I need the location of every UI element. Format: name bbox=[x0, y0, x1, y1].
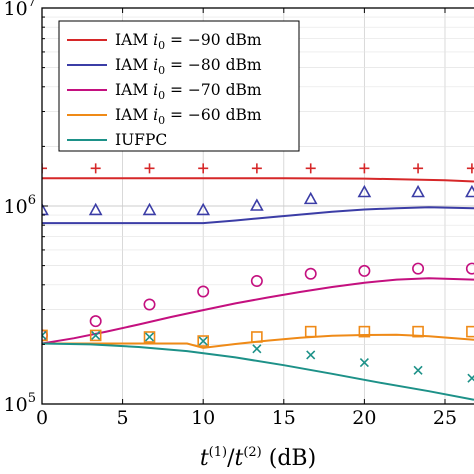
series-2-marker bbox=[250, 198, 264, 211]
legend-var: i bbox=[153, 31, 158, 49]
y-tick-label: 106 bbox=[4, 193, 36, 218]
series-4-marker bbox=[197, 335, 209, 347]
legend-entry-1: IAM i0 = −90 dBm bbox=[115, 31, 262, 52]
series-5-marker bbox=[144, 332, 155, 342]
x-axis-label: t(1)/t(2) (dB) bbox=[200, 445, 316, 471]
series-line-2 bbox=[42, 206, 474, 225]
series-3-marker bbox=[143, 298, 156, 311]
x-axis-label-unit: (dB) bbox=[262, 446, 316, 471]
series-markers bbox=[42, 163, 474, 383]
y-tick-label-exp: 5 bbox=[28, 391, 36, 406]
x-tick-label: 0 bbox=[36, 407, 48, 429]
series-4-marker bbox=[251, 331, 263, 343]
series-2-marker bbox=[196, 202, 211, 216]
series-line-4 bbox=[42, 333, 474, 349]
series-3-marker bbox=[89, 315, 102, 328]
legend-prefix: IUFPC bbox=[115, 131, 167, 149]
series-5-marker bbox=[467, 373, 474, 383]
legend-sub: 0 bbox=[158, 114, 165, 127]
series-3-marker bbox=[250, 275, 263, 288]
legend-entry-4: IAM i0 = −60 dBm bbox=[115, 106, 262, 127]
series-1-marker bbox=[413, 163, 424, 174]
series-5-marker bbox=[252, 344, 262, 354]
series-3-marker bbox=[465, 262, 474, 275]
series-2-marker bbox=[465, 184, 474, 198]
legend-rest: = −90 dBm bbox=[165, 31, 262, 49]
series-4-marker bbox=[89, 329, 102, 342]
legend-var: i bbox=[153, 81, 158, 99]
series-4-marker bbox=[412, 325, 424, 338]
y-tick-label-exp: 6 bbox=[28, 193, 36, 208]
legend-entry-5: IUFPC bbox=[115, 131, 167, 149]
series-3-marker bbox=[412, 262, 425, 275]
legend-sub: 0 bbox=[158, 89, 165, 102]
series-line-3 bbox=[42, 277, 474, 345]
legend-prefix: IAM bbox=[115, 81, 153, 99]
y-tick-label-base: 10 bbox=[4, 196, 28, 218]
series-line-5 bbox=[42, 342, 474, 401]
series-3-marker bbox=[197, 285, 210, 298]
series-2-marker bbox=[142, 202, 157, 216]
y-tick-label: 107 bbox=[4, 0, 36, 20]
series-4-marker bbox=[358, 325, 371, 338]
series-5-marker bbox=[91, 330, 101, 340]
legend-rest: = −70 dBm bbox=[165, 81, 262, 99]
series-4-marker bbox=[466, 325, 474, 338]
series-1-marker bbox=[144, 163, 155, 174]
series-2-marker bbox=[88, 202, 103, 216]
legend-sub: 0 bbox=[158, 39, 165, 52]
x-tick-label: 25 bbox=[433, 407, 457, 429]
legend-rest: = −60 dBm bbox=[165, 106, 262, 124]
legend-rest: = −80 dBm bbox=[165, 56, 262, 74]
series-4-marker bbox=[42, 329, 48, 342]
series-lines bbox=[42, 177, 474, 401]
series-1-marker bbox=[466, 163, 474, 174]
legend-var: i bbox=[153, 106, 158, 124]
series-2-marker bbox=[357, 184, 372, 198]
x-tick-label: 5 bbox=[117, 407, 129, 429]
series-1-marker bbox=[305, 163, 316, 174]
x-tick-label: 15 bbox=[272, 407, 296, 429]
legend-entry-2: IAM i0 = −80 dBm bbox=[115, 56, 262, 77]
series-line-1 bbox=[42, 177, 474, 183]
series-5-marker bbox=[42, 330, 47, 340]
series-5-marker bbox=[413, 365, 423, 375]
x-tick-label: 10 bbox=[191, 407, 215, 429]
x-tick-label: 20 bbox=[352, 407, 376, 429]
y-tick-label: 105 bbox=[4, 391, 36, 416]
series-2-marker bbox=[411, 184, 425, 198]
series-1-marker bbox=[42, 163, 47, 174]
legend-box bbox=[58, 20, 300, 152]
x-axis-label-t: t bbox=[200, 446, 209, 471]
series-4-marker bbox=[304, 325, 317, 338]
legend-entry-3: IAM i0 = −70 dBm bbox=[115, 81, 262, 102]
series-5-marker bbox=[198, 336, 208, 346]
legend-var: i bbox=[153, 56, 158, 74]
series-4-marker bbox=[143, 331, 156, 343]
y-tick-label-base: 10 bbox=[4, 394, 28, 416]
series-3-marker bbox=[358, 264, 371, 277]
series-2-marker bbox=[42, 202, 49, 216]
series-1-marker bbox=[198, 163, 209, 174]
legend-prefix: IAM bbox=[115, 56, 153, 74]
series-3-marker bbox=[304, 267, 317, 280]
x-axis-label-t2: t bbox=[235, 446, 244, 471]
series-5-marker bbox=[359, 357, 369, 368]
legend-prefix: IAM bbox=[115, 31, 153, 49]
x-axis-label-slash: / bbox=[227, 446, 235, 471]
x-axis-label-sup2: (2) bbox=[243, 445, 261, 460]
legend-prefix: IAM bbox=[115, 106, 153, 124]
series-1-marker bbox=[359, 163, 370, 174]
series-2-marker bbox=[303, 191, 318, 205]
y-tick-label-base: 10 bbox=[4, 0, 28, 20]
x-axis-label-sup1: (1) bbox=[209, 445, 227, 460]
y-tick-label-exp: 7 bbox=[28, 0, 36, 10]
legend-sub: 0 bbox=[158, 64, 165, 77]
series-1-marker bbox=[251, 163, 262, 174]
series-1-marker bbox=[90, 163, 101, 174]
series-5-marker bbox=[306, 350, 316, 360]
